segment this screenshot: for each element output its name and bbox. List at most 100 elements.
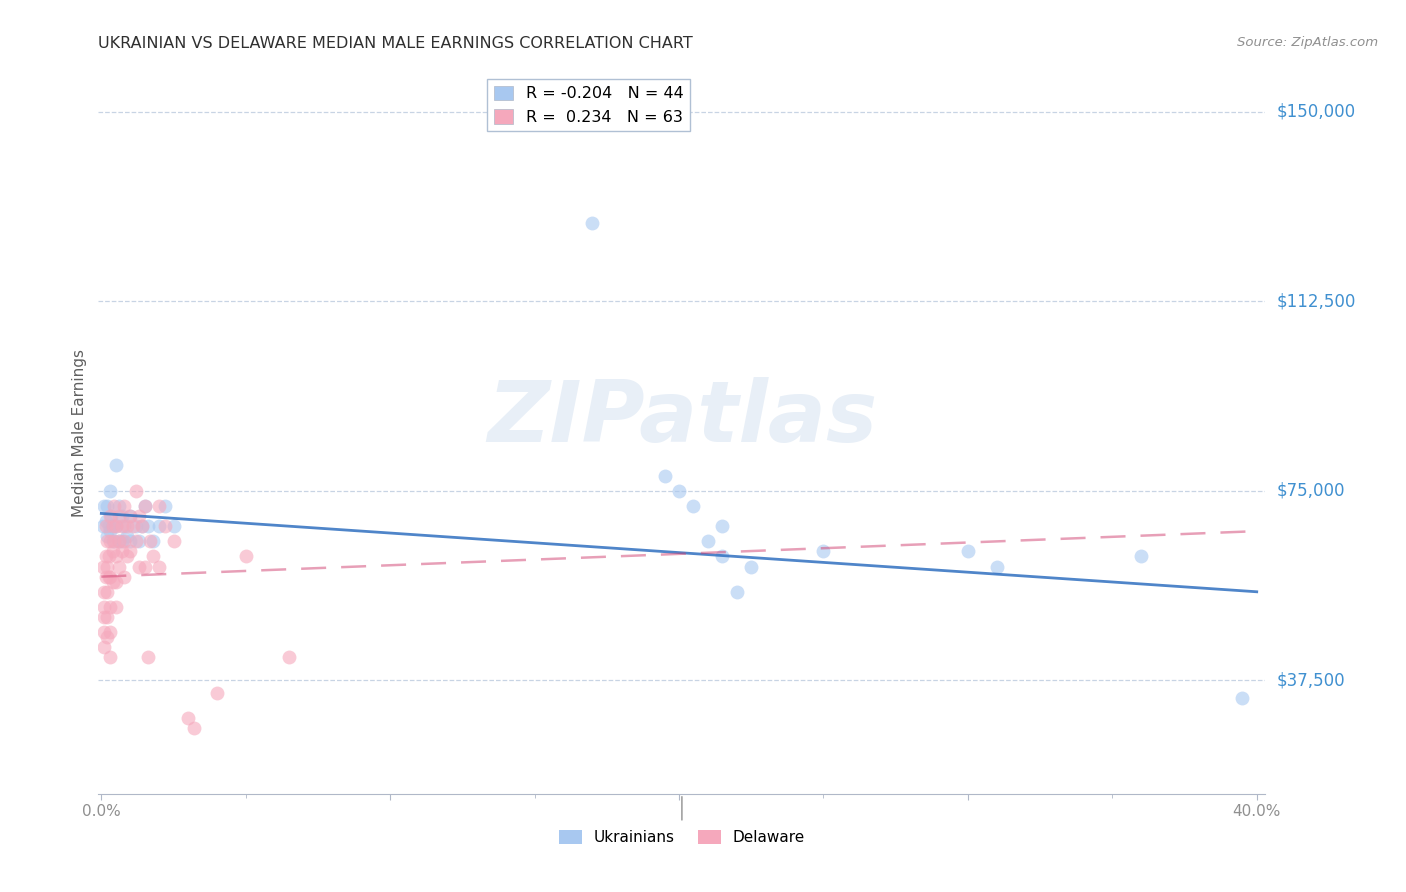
Legend: Ukrainians, Delaware: Ukrainians, Delaware — [553, 824, 811, 851]
Point — [117, 549, 139, 564]
Text: Source: ZipAtlas.com: Source: ZipAtlas.com — [1237, 36, 1378, 49]
Point — [107, 534, 129, 549]
Point — [101, 544, 124, 558]
Point — [956, 544, 979, 558]
Point — [98, 625, 121, 640]
Point — [107, 559, 129, 574]
Point — [128, 508, 150, 523]
Point — [205, 686, 228, 700]
Point — [112, 499, 135, 513]
Point — [128, 559, 150, 574]
Point — [93, 610, 115, 624]
Point — [112, 569, 135, 583]
Point — [98, 534, 121, 549]
Point — [136, 519, 159, 533]
Point — [986, 559, 1008, 574]
Y-axis label: Median Male Earnings: Median Male Earnings — [72, 349, 87, 516]
Point — [139, 534, 162, 549]
Point — [93, 499, 115, 513]
Point — [91, 559, 114, 574]
Point — [153, 519, 176, 533]
Text: $75,000: $75,000 — [1277, 482, 1346, 500]
Point — [94, 519, 117, 533]
Point — [107, 499, 129, 513]
Point — [654, 468, 676, 483]
Point — [1232, 690, 1254, 705]
Point — [131, 519, 153, 533]
Point — [696, 534, 718, 549]
Point — [93, 584, 115, 599]
Point — [104, 549, 127, 564]
Point — [107, 534, 129, 549]
Point — [101, 519, 124, 533]
Point — [120, 544, 142, 558]
Point — [148, 519, 170, 533]
Point — [136, 650, 159, 665]
Point — [134, 499, 156, 513]
Point — [96, 534, 118, 549]
Point — [148, 559, 170, 574]
Point — [93, 640, 115, 655]
Point — [120, 534, 142, 549]
Point — [93, 599, 115, 614]
Point — [110, 544, 132, 558]
Point — [682, 499, 704, 513]
Point — [98, 483, 121, 498]
Point — [104, 574, 127, 589]
Point — [162, 519, 184, 533]
Point — [117, 519, 139, 533]
Point — [97, 549, 120, 564]
Point — [91, 519, 114, 533]
Point — [98, 524, 121, 538]
Point — [134, 559, 156, 574]
Point — [725, 584, 748, 599]
Point — [125, 483, 148, 498]
Point — [94, 514, 117, 528]
Point — [125, 534, 148, 549]
Point — [101, 519, 124, 533]
Text: ZIPatlas: ZIPatlas — [486, 376, 877, 459]
Point — [98, 650, 121, 665]
Point — [101, 574, 124, 589]
Point — [110, 508, 132, 523]
Point — [98, 508, 121, 523]
Point — [104, 519, 127, 533]
Point — [711, 549, 734, 564]
Point — [122, 519, 145, 533]
Point — [183, 721, 205, 735]
Point — [93, 625, 115, 640]
Point — [278, 650, 301, 665]
Point — [96, 499, 118, 513]
Point — [1130, 549, 1153, 564]
Point — [96, 610, 118, 624]
Point — [110, 534, 132, 549]
Point — [96, 630, 118, 644]
Point — [110, 519, 132, 533]
Point — [711, 519, 734, 533]
Point — [97, 569, 120, 583]
Point — [104, 599, 127, 614]
Point — [117, 529, 139, 543]
Point — [153, 499, 176, 513]
Point — [96, 529, 118, 543]
Point — [148, 499, 170, 513]
Point — [668, 483, 690, 498]
Point — [134, 499, 156, 513]
Point — [142, 534, 165, 549]
Point — [235, 549, 257, 564]
Point — [142, 549, 165, 564]
Point — [103, 534, 125, 549]
Point — [98, 569, 121, 583]
Point — [96, 559, 118, 574]
Point — [740, 559, 762, 574]
Text: UKRAINIAN VS DELAWARE MEDIAN MALE EARNINGS CORRELATION CHART: UKRAINIAN VS DELAWARE MEDIAN MALE EARNIN… — [98, 36, 693, 51]
Point — [120, 508, 142, 523]
Text: $112,500: $112,500 — [1277, 293, 1355, 310]
Point — [128, 534, 150, 549]
Text: $37,500: $37,500 — [1277, 671, 1346, 690]
Point — [101, 534, 124, 549]
Point — [104, 519, 127, 533]
Text: $150,000: $150,000 — [1277, 103, 1355, 120]
Point — [120, 508, 142, 523]
Point — [103, 499, 125, 513]
